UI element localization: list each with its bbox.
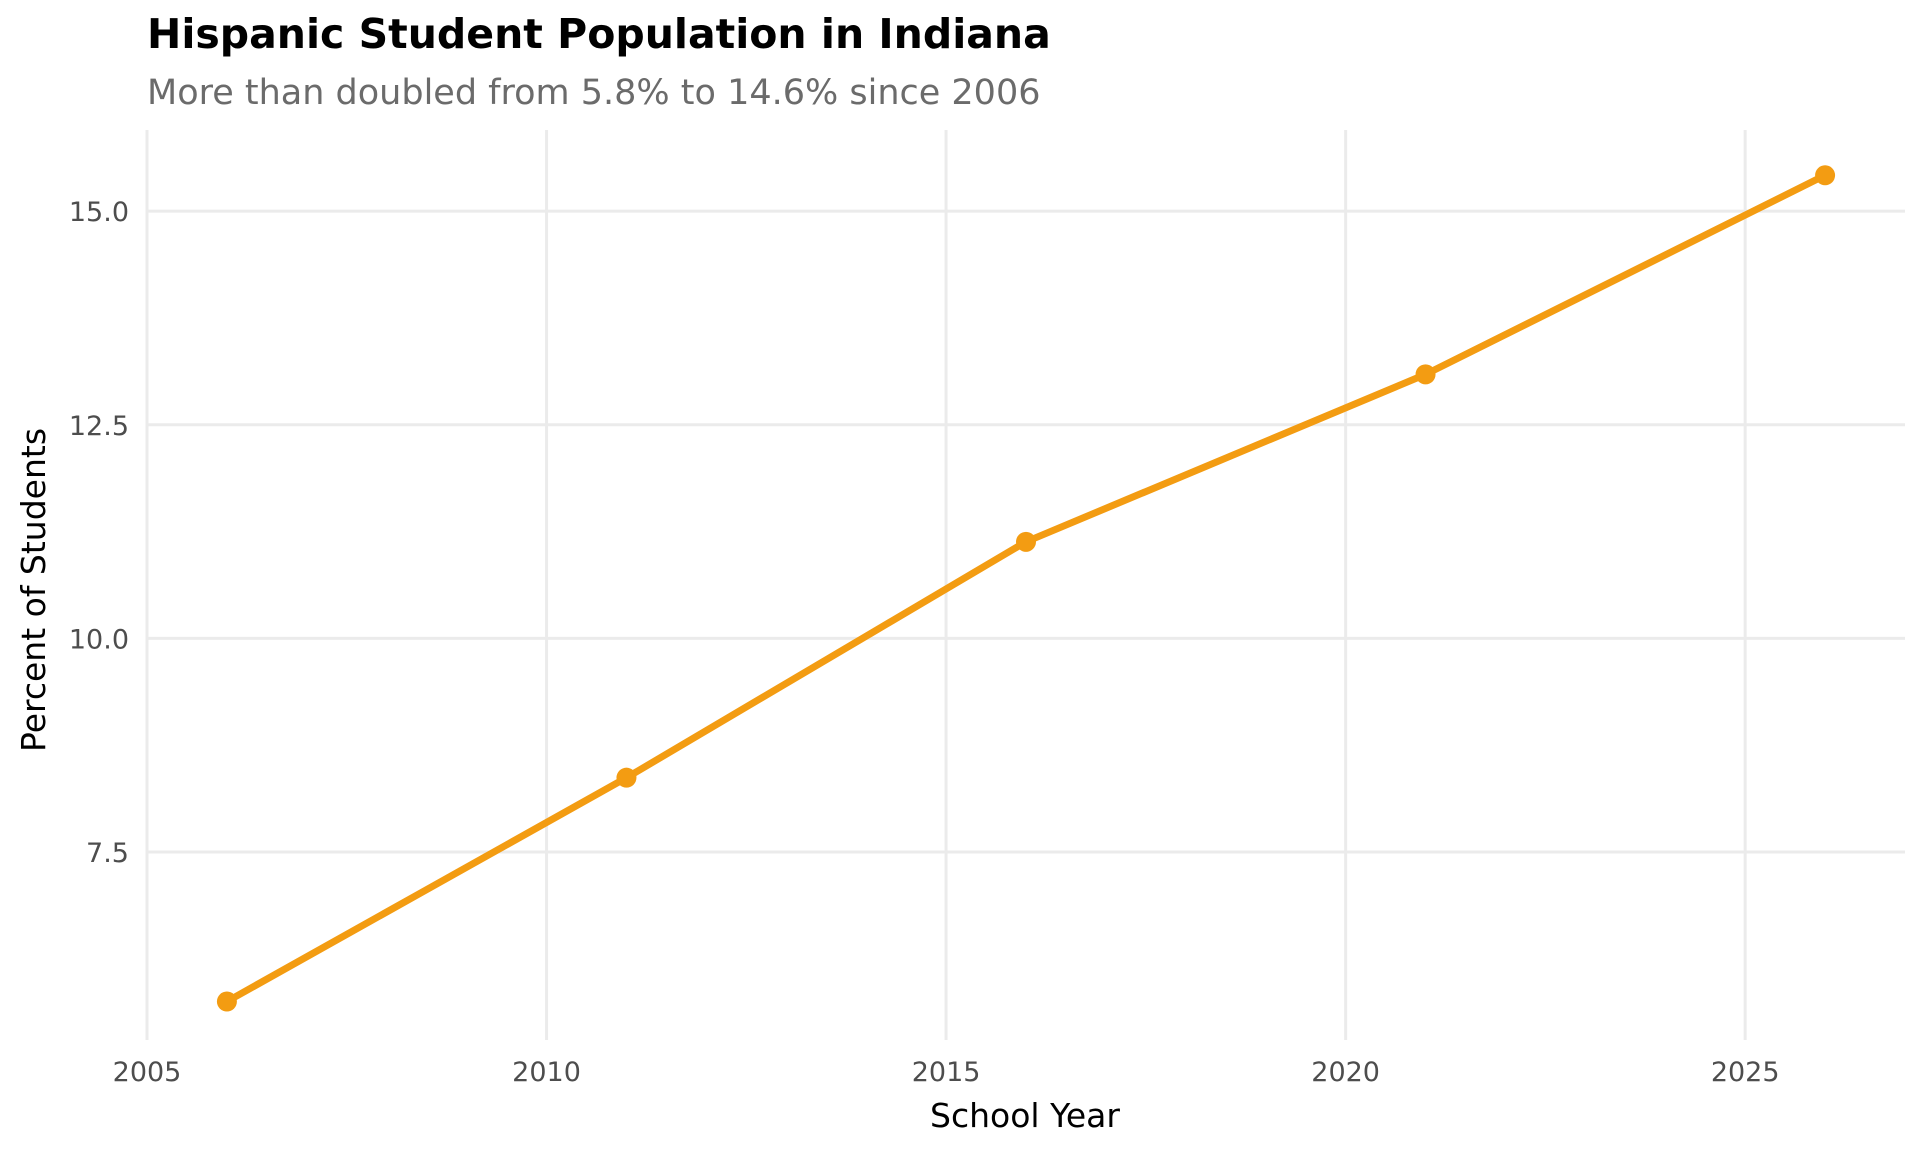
- data-point-0-3: [1415, 364, 1436, 385]
- x-tick-label-0: 2005: [113, 1057, 182, 1088]
- y-tick-label-2: 12.5: [69, 411, 129, 442]
- y-tick-label-1: 10.0: [69, 624, 129, 655]
- x-tick-label-4: 2025: [1711, 1057, 1780, 1088]
- grid: [145, 130, 1905, 1040]
- chart-subtitle: More than doubled from 5.8% to 14.6% sin…: [147, 73, 1041, 113]
- x-tick-label-3: 2020: [1311, 1057, 1380, 1088]
- x-axis-title: School Year: [930, 1096, 1120, 1135]
- data-point-0-4: [1815, 165, 1836, 186]
- data-point-0-2: [1016, 531, 1036, 552]
- y-tick-label-0: 7.5: [86, 838, 129, 869]
- x-tick-label-2: 2015: [912, 1057, 981, 1088]
- y-axis-title: Percent of Students: [14, 428, 53, 752]
- tick-labels: 2005 2010 2015 2020 2025 7.5 10.0 12.5 15.0: [69, 197, 1780, 1088]
- data-point-0-1: [616, 767, 637, 788]
- series-line-0: [223, 171, 1829, 1005]
- y-tick-label-3: 15.0: [69, 197, 129, 228]
- series-layer: [216, 165, 1836, 1012]
- data-point-0-0: [216, 991, 237, 1012]
- x-tick-label-1: 2010: [512, 1057, 581, 1088]
- chart-title: Hispanic Student Population in Indiana: [147, 10, 1051, 58]
